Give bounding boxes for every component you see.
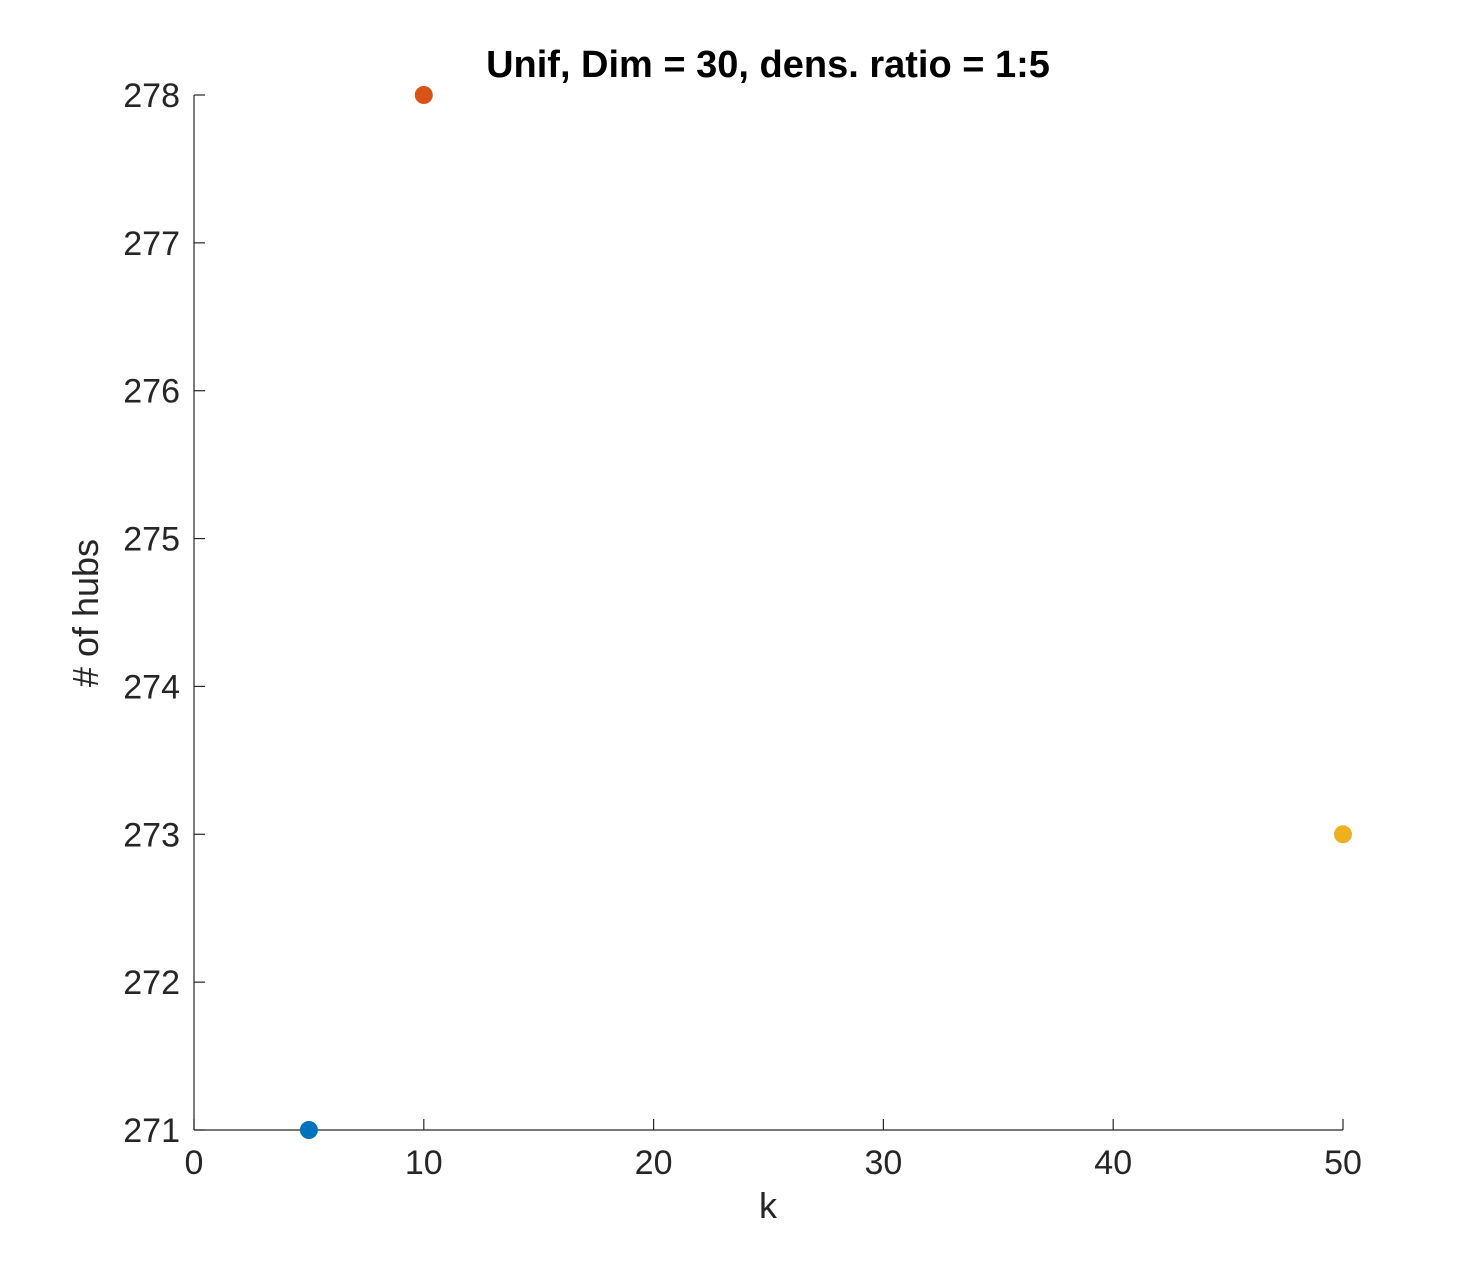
x-tick-label: 20	[635, 1144, 673, 1182]
y-axis-label: # of hubs	[65, 539, 106, 687]
x-tick-label: 30	[864, 1144, 902, 1182]
data-points	[299, 86, 1352, 1139]
y-axis-ticks: 271 272 273 274 275 276 277 278	[123, 77, 205, 1150]
y-tick-label: 272	[123, 964, 180, 1002]
chart-title: Unif, Dim = 30, dens. ratio = 1:5	[486, 44, 1050, 86]
data-point	[1334, 825, 1352, 844]
y-tick-label: 277	[123, 225, 180, 263]
y-tick-label: 274	[123, 668, 180, 706]
x-tick-label: 10	[405, 1144, 443, 1182]
x-tick-label: 0	[185, 1144, 204, 1182]
x-axis-ticks: 0 10 20 30 40 50	[185, 1119, 1362, 1182]
y-tick-label: 273	[123, 816, 180, 854]
y-tick-label: 276	[123, 373, 180, 411]
x-tick-label: 50	[1324, 1144, 1362, 1182]
y-tick-label: 278	[123, 77, 180, 115]
data-point	[414, 86, 433, 104]
data-point	[299, 1121, 318, 1139]
y-tick-label: 275	[123, 521, 180, 559]
x-axis-label: k	[759, 1185, 778, 1226]
y-tick-label: 271	[123, 1112, 180, 1150]
x-tick-label: 40	[1094, 1144, 1132, 1182]
